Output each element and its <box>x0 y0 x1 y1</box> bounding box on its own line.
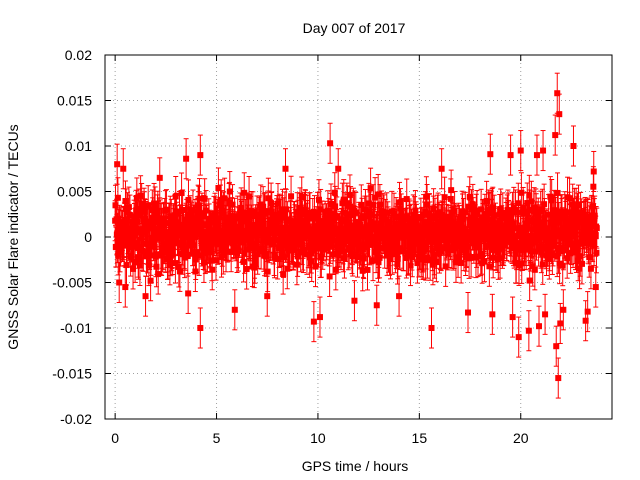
y-tick-label: 0.015 <box>57 93 92 109</box>
data-point <box>587 248 594 290</box>
data-point <box>288 175 295 217</box>
data-point <box>542 293 549 335</box>
x-tick-label: 10 <box>310 430 326 446</box>
data-point <box>116 261 123 304</box>
y-tick-label: 0 <box>84 229 92 245</box>
data-point <box>509 296 516 338</box>
data-point <box>557 302 564 344</box>
data-point <box>373 284 380 326</box>
data-point <box>592 266 599 308</box>
data-point <box>489 293 496 335</box>
data-point <box>552 114 559 156</box>
data-point <box>556 93 563 135</box>
y-axis-label: GNSS Solar Flare indicator / TECUs <box>5 124 21 349</box>
data-point <box>438 148 445 190</box>
data-point <box>114 143 121 185</box>
chart-title: Day 007 of 2017 <box>303 20 406 36</box>
data-point <box>264 275 271 317</box>
y-tick-label: -0.02 <box>60 411 92 427</box>
data-point <box>185 272 192 314</box>
data-series <box>112 72 600 399</box>
data-point <box>351 280 358 322</box>
x-tick-labels: 0 5 10 15 20 <box>111 430 528 446</box>
data-point <box>555 357 562 399</box>
y-tick-labels: -0.02 -0.015 -0.01 -0.005 0 0.005 0.01 0.015 0.0… <box>52 47 92 427</box>
y-tick-label: -0.005 <box>52 275 92 291</box>
data-point <box>120 148 127 190</box>
data-point <box>525 310 532 352</box>
x-tick-label: 20 <box>513 430 529 446</box>
data-point <box>517 130 524 172</box>
data-point <box>231 289 238 331</box>
data-point <box>570 125 577 167</box>
data-point <box>507 134 514 176</box>
data-point <box>428 307 435 349</box>
y-tick-label: 0.01 <box>65 138 92 154</box>
y-tick-label: -0.01 <box>60 320 92 336</box>
y-tick-label: 0.005 <box>57 184 92 200</box>
data-point <box>156 157 163 199</box>
data-point <box>197 307 204 349</box>
data-point <box>183 138 190 180</box>
y-tick-label: -0.015 <box>52 366 92 382</box>
data-point <box>533 134 540 176</box>
data-point <box>590 150 597 192</box>
x-tick-label: 5 <box>213 430 221 446</box>
data-point <box>584 291 591 333</box>
data-point <box>122 266 129 308</box>
x-tick-label: 0 <box>111 430 119 446</box>
data-point <box>310 301 317 343</box>
data-point <box>282 148 289 190</box>
data-point <box>560 289 567 331</box>
data-point <box>540 130 547 172</box>
y-tick-label: 0.02 <box>65 47 92 63</box>
data-point <box>326 255 333 297</box>
data-point <box>535 305 542 347</box>
data-point <box>396 275 403 317</box>
data-point <box>515 316 522 358</box>
data-point <box>316 296 323 338</box>
x-axis-label: GPS time / hours <box>302 458 409 474</box>
x-tick-label: 15 <box>412 430 428 446</box>
data-point <box>197 134 204 176</box>
data-point <box>142 275 149 317</box>
data-point <box>593 207 600 249</box>
data-point <box>465 292 472 334</box>
data-point <box>487 133 494 175</box>
axis-ticks <box>105 54 612 420</box>
data-point <box>327 122 334 164</box>
data-point <box>335 148 342 190</box>
